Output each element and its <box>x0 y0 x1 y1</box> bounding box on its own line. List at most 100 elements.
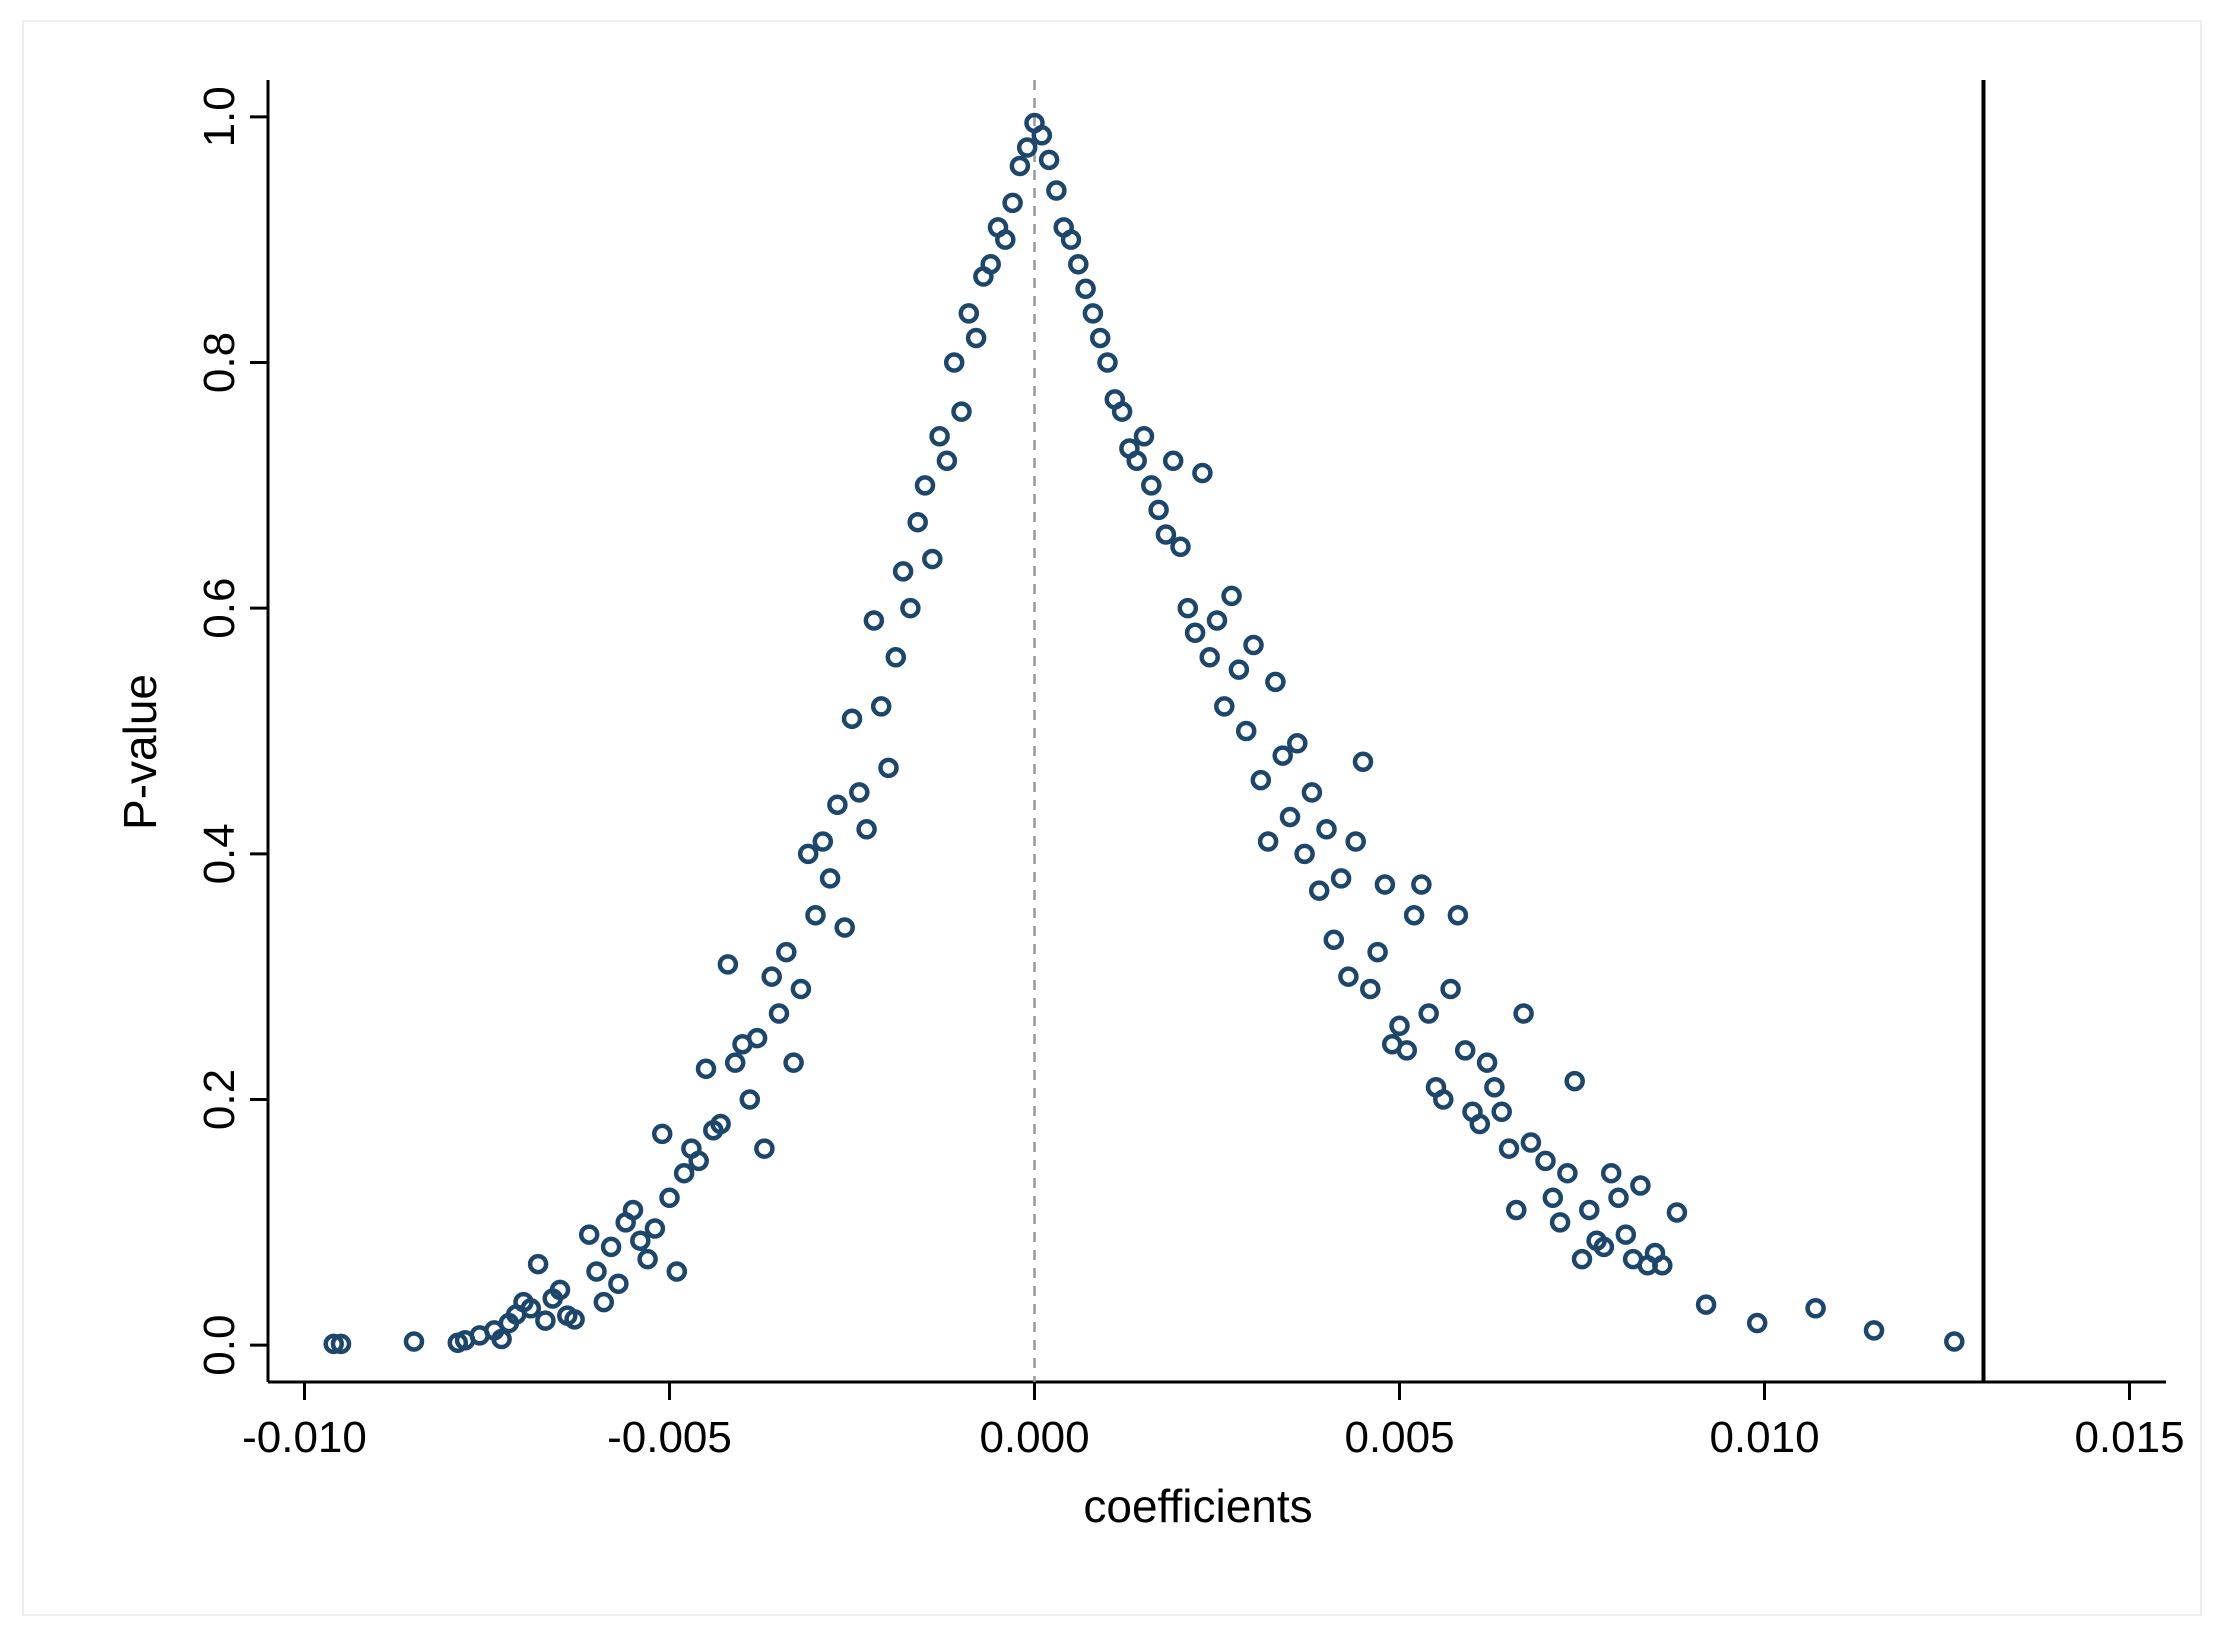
data-point <box>805 904 826 926</box>
data-point <box>1447 904 1469 926</box>
x-tick-label: -0.005 <box>607 1413 732 1462</box>
data-point <box>1476 1052 1498 1073</box>
data-point <box>1235 720 1257 742</box>
data-point <box>870 696 892 717</box>
data-point <box>812 831 834 852</box>
data-point <box>1184 622 1206 643</box>
data-point <box>1016 137 1038 158</box>
y-ticks: 0.0 0.2 0.4 0.6 0.8 1.0 <box>195 86 268 1376</box>
data-point <box>1345 831 1366 852</box>
y-axis-title: P-value <box>114 674 166 830</box>
data-point <box>520 1298 542 1319</box>
x-tick-label: -0.010 <box>242 1413 367 1462</box>
data-point <box>1060 229 1082 250</box>
data-point <box>1579 1199 1600 1221</box>
data-point <box>1250 769 1272 791</box>
data-point <box>1506 1199 1527 1221</box>
data-point <box>593 1291 615 1313</box>
data-point <box>695 1058 717 1080</box>
data-point <box>1389 1015 1410 1037</box>
data-point <box>688 1150 709 1172</box>
data-point <box>1089 327 1111 349</box>
data-point <box>1411 874 1432 895</box>
data-point <box>819 868 841 889</box>
chart-frame: -0.010 -0.005 0.000 0.005 0.010 0.015 0.0 0.2 0… <box>22 20 2202 1616</box>
y-tick-label: 0.8 <box>195 332 244 393</box>
data-point <box>849 782 870 803</box>
data-point <box>1097 352 1118 373</box>
data-point <box>1454 1040 1476 1061</box>
data-point <box>1484 1076 1505 1098</box>
data-point <box>1944 1331 1965 1352</box>
data-point <box>630 1230 651 1251</box>
y-tick-label: 1.0 <box>195 86 244 147</box>
data-point <box>1615 1224 1637 1245</box>
data-point <box>790 978 812 1000</box>
data-point <box>1630 1175 1651 1196</box>
data-point <box>1746 1312 1768 1334</box>
data-point <box>1214 696 1235 717</box>
y-tick-label: 0.2 <box>195 1069 244 1130</box>
data-point <box>739 1089 761 1110</box>
data-point <box>1148 499 1169 521</box>
data-point <box>535 1310 556 1331</box>
data-point <box>827 794 848 815</box>
data-point <box>1002 192 1023 214</box>
data-point <box>564 1309 585 1330</box>
data-point <box>710 1113 731 1135</box>
data-point <box>951 401 972 422</box>
x-tick-label: 0.005 <box>1344 1413 1454 1462</box>
data-point <box>1571 1248 1593 1270</box>
data-point <box>834 917 855 938</box>
data-point <box>943 352 965 373</box>
data-point <box>1111 401 1133 422</box>
data-point <box>914 475 936 496</box>
data-point <box>1513 1003 1534 1024</box>
data-point <box>527 1253 549 1275</box>
data-point <box>1469 1113 1491 1135</box>
data-point <box>1279 806 1301 828</box>
data-point <box>1243 634 1264 656</box>
data-point <box>900 597 921 619</box>
data-point <box>1593 1236 1615 1258</box>
data-point <box>1600 1162 1622 1184</box>
data-point <box>1338 966 1359 987</box>
data-point <box>1374 874 1396 895</box>
data-point <box>936 450 958 472</box>
data-point <box>1542 1187 1564 1209</box>
data-point <box>1046 180 1067 201</box>
data-point <box>323 1333 344 1355</box>
data-point <box>1491 1101 1512 1123</box>
data-point <box>549 1279 571 1301</box>
y-tick-label: 0.6 <box>195 578 244 639</box>
data-point <box>1068 253 1089 275</box>
data-point <box>1403 904 1425 926</box>
data-point <box>1549 1212 1571 1233</box>
data-point <box>1126 450 1147 472</box>
data-point <box>1564 1070 1585 1092</box>
data-point <box>1608 1187 1629 1209</box>
data-point <box>622 1199 644 1221</box>
data-point <box>1141 475 1162 496</box>
data-point <box>1031 125 1053 146</box>
data-point <box>1272 745 1293 766</box>
data-point <box>1323 929 1345 951</box>
data-points <box>323 112 1965 1355</box>
data-point <box>1287 733 1308 754</box>
data-point <box>892 561 914 582</box>
data-point <box>1360 978 1381 1000</box>
x-ticks: -0.010 -0.005 0.000 0.005 0.010 0.015 <box>242 1382 2185 1462</box>
data-point <box>980 253 1001 275</box>
data-point <box>600 1236 622 1258</box>
data-point <box>637 1248 658 1270</box>
data-point <box>761 966 782 987</box>
data-point <box>608 1273 629 1294</box>
y-tick-label: 0.4 <box>195 823 244 884</box>
data-point <box>1199 647 1220 668</box>
data-point <box>578 1224 600 1245</box>
data-point <box>1228 659 1250 680</box>
data-point <box>1535 1150 1556 1172</box>
data-point <box>1257 831 1279 852</box>
data-point <box>1177 597 1199 619</box>
data-point <box>878 757 899 779</box>
